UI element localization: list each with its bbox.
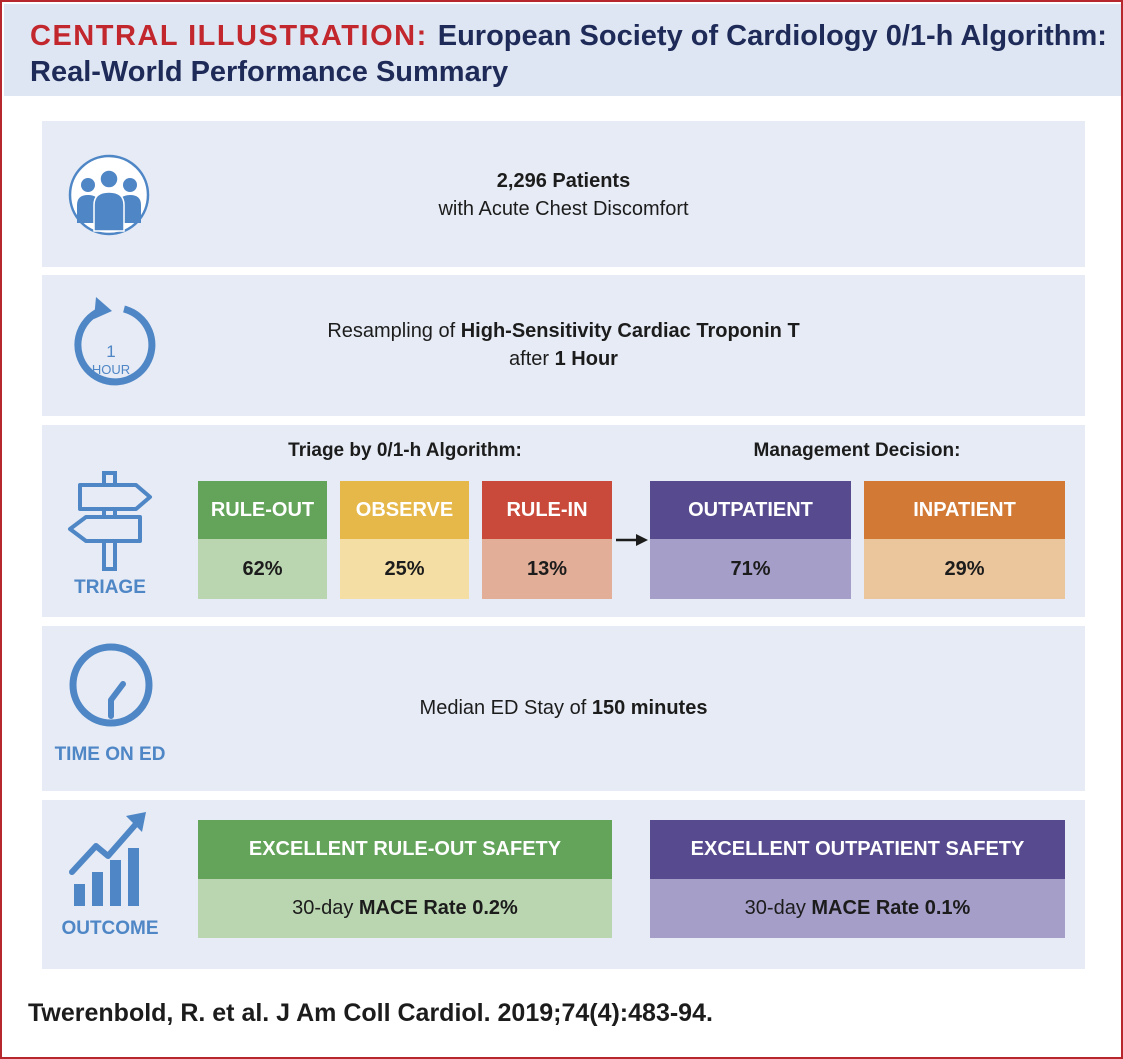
inpatient-label: INPATIENT <box>864 481 1065 539</box>
signpost-icon <box>66 469 156 573</box>
algorithm-heading: Triage by 0/1-h Algorithm: <box>288 440 522 461</box>
inpatient-box: INPATIENT 29% <box>864 481 1065 599</box>
rule-out-mace-rate: MACE Rate 0.2% <box>358 897 518 919</box>
outpatient-safety-box: EXCELLENT OUTPATIENT SAFETY 30-day MACE … <box>650 820 1065 938</box>
patients-panel: 2,296 Patients with Acute Chest Discomfo… <box>42 121 1085 267</box>
time-panel: TIME ON ED Median ED Stay of 150 minutes <box>42 626 1085 791</box>
icon-hour-unit: HOUR <box>92 362 130 377</box>
observe-label: OBSERVE <box>340 481 469 539</box>
inpatient-value: 29% <box>864 539 1065 599</box>
resampling-text: Resampling of High-Sensitivity Cardiac T… <box>42 317 1085 373</box>
clock-icon <box>66 640 156 730</box>
title-line-1: CENTRAL ILLUSTRATION: European Society of… <box>30 18 1107 54</box>
outpatient-label: OUTPATIENT <box>650 481 851 539</box>
arrow-right-icon <box>614 533 650 552</box>
assay-name: High-Sensitivity Cardiac Troponin T <box>460 320 800 342</box>
outpatient-safety-metric: 30-day MACE Rate 0.1% <box>650 879 1065 938</box>
median-stay-prefix: Median ED Stay of <box>419 697 587 719</box>
observe-box: OBSERVE 25% <box>340 481 469 599</box>
time-icon-label: TIME ON ED <box>54 744 166 765</box>
rule-out-safety-prefix: 30-day <box>292 897 354 919</box>
people-group-icon <box>68 149 150 241</box>
outcome-icon-label: OUTCOME <box>61 918 159 939</box>
rule-in-value: 13% <box>482 539 612 599</box>
resampling-after: after <box>509 348 550 370</box>
icon-hour-number: 1 <box>106 342 115 361</box>
rising-bar-chart-icon <box>68 810 148 910</box>
title-line-2: Real-World Performance Summary <box>30 56 509 88</box>
outpatient-safety-prefix: 30-day <box>744 897 806 919</box>
median-stay-text: Median ED Stay of 150 minutes <box>42 694 1085 722</box>
rule-out-box: RULE-OUT 62% <box>198 481 327 599</box>
triage-panel: TRIAGE Triage by 0/1-h Algorithm: Manage… <box>42 425 1085 617</box>
outpatient-safety-title: EXCELLENT OUTPATIENT SAFETY <box>650 820 1065 879</box>
outpatient-mace-rate: MACE Rate 0.1% <box>811 897 971 919</box>
resampling-interval: 1 Hour <box>554 348 618 370</box>
header: CENTRAL ILLUSTRATION: European Society of… <box>4 4 1121 96</box>
rule-out-safety-metric: 30-day MACE Rate 0.2% <box>198 879 612 938</box>
outpatient-value: 71% <box>650 539 851 599</box>
rule-out-safety-title: EXCELLENT RULE-OUT SAFETY <box>198 820 612 879</box>
outcome-panel: OUTCOME EXCELLENT RULE-OUT SAFETY 30-day… <box>42 800 1085 969</box>
triage-icon-label: TRIAGE <box>74 577 146 598</box>
rule-in-box: RULE-IN 13% <box>482 481 612 599</box>
rule-out-label: RULE-OUT <box>198 481 327 539</box>
decision-heading: Management Decision: <box>753 440 961 461</box>
outpatient-box: OUTPATIENT 71% <box>650 481 851 599</box>
citation: Twerenbold, R. et al. J Am Coll Cardiol.… <box>28 999 713 1027</box>
rule-in-label: RULE-IN <box>482 481 612 539</box>
resampling-panel: 1 HOUR Resampling of High-Sensitivity Ca… <box>42 275 1085 416</box>
resampling-prefix: Resampling of <box>327 320 456 342</box>
patient-count: 2,296 Patients <box>496 170 631 192</box>
patients-text: 2,296 Patients with Acute Chest Discomfo… <box>42 167 1085 223</box>
one-hour-cycle-icon: 1 HOUR <box>66 293 156 393</box>
patient-description: with Acute Chest Discomfort <box>438 198 689 220</box>
median-stay-value: 150 minutes <box>591 697 708 719</box>
rule-out-value: 62% <box>198 539 327 599</box>
title-text-1: European Society of Cardiology 0/1-h Alg… <box>437 20 1107 52</box>
rule-out-safety-box: EXCELLENT RULE-OUT SAFETY 30-day MACE Ra… <box>198 820 612 938</box>
observe-value: 25% <box>340 539 469 599</box>
central-illustration-label: CENTRAL ILLUSTRATION: <box>30 20 428 52</box>
